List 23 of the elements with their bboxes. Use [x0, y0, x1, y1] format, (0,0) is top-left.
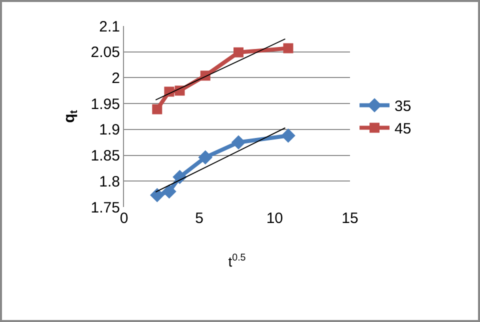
- x-tick-label: 10: [266, 210, 284, 227]
- x-tick-label: 15: [342, 210, 358, 227]
- y-tick-label: 2: [112, 70, 120, 87]
- point: [162, 184, 176, 199]
- point: [283, 43, 294, 54]
- legend-label: 45: [394, 120, 412, 138]
- y-tick-label: 1.85: [90, 148, 120, 165]
- y-tick-label: 1.75: [90, 199, 120, 216]
- point: [198, 150, 213, 164]
- point: [231, 135, 246, 150]
- legend-label: 35: [394, 98, 412, 116]
- y-tick-label: 1.8: [99, 173, 120, 190]
- point: [150, 188, 164, 202]
- point: [152, 104, 162, 114]
- point: [281, 128, 296, 143]
- y-tick-label: 2.1: [99, 18, 120, 36]
- point: [234, 47, 244, 58]
- y-tick-label: 1.95: [90, 96, 120, 113]
- x-tick-label: 5: [195, 210, 204, 227]
- y-tick-label: 1.9: [99, 122, 120, 139]
- x-tick-label: 0: [120, 210, 128, 227]
- x-axis-title: t$^{0.5}$: [228, 252, 246, 270]
- y-tick-label: 2.05: [90, 44, 120, 62]
